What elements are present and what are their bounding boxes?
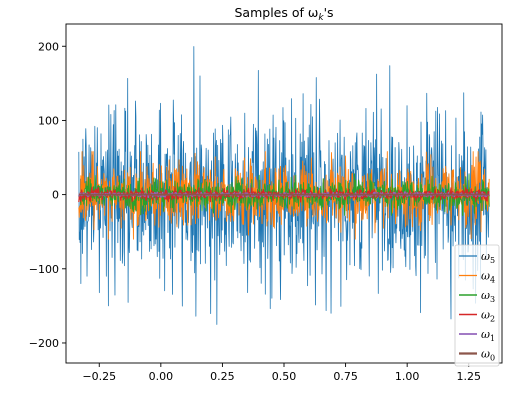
x-tick-label: 0.25 <box>210 370 235 383</box>
x-tick-label: 1.25 <box>456 370 481 383</box>
chart-title: Samples of ωk's <box>234 5 333 23</box>
x-tick-label: 0.50 <box>272 370 297 383</box>
y-tick-label: −200 <box>29 337 59 350</box>
y-tick-label: 200 <box>38 40 59 53</box>
x-tick-label: 0.75 <box>333 370 358 383</box>
legend-label: ω2 <box>481 309 495 324</box>
x-tick-label: −0.25 <box>82 370 116 383</box>
x-tick-label: 0.00 <box>149 370 174 383</box>
x-axis: −0.25 0.00 0.25 0.50 0.75 1.00 1.25 <box>82 363 481 383</box>
legend: ω5 ω4 ω3 ω2 ω1 ω0 <box>454 244 500 367</box>
legend-label: ω1 <box>481 328 495 343</box>
y-tick-label: 0 <box>52 189 59 202</box>
legend-label: ω5 <box>481 250 495 265</box>
legend-label: ω0 <box>481 348 495 363</box>
y-tick-label: 100 <box>38 114 59 127</box>
series-layer <box>78 46 490 325</box>
legend-label: ω3 <box>481 289 495 304</box>
series-line-ω4 <box>78 151 490 240</box>
x-tick-label: 1.00 <box>395 370 420 383</box>
y-axis: −200 −100 0 100 200 <box>29 40 66 350</box>
y-tick-label: −100 <box>29 263 59 276</box>
legend-label: ω4 <box>481 270 495 285</box>
series-line-ω0 <box>78 193 490 197</box>
